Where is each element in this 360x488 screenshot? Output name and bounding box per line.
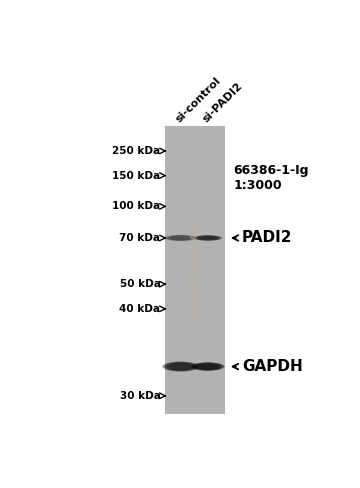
Ellipse shape [195, 236, 221, 241]
Ellipse shape [162, 362, 199, 371]
Ellipse shape [197, 236, 219, 240]
Ellipse shape [167, 363, 194, 371]
Ellipse shape [194, 235, 221, 241]
Ellipse shape [194, 235, 222, 241]
Ellipse shape [165, 362, 197, 371]
Ellipse shape [195, 236, 220, 241]
Text: si-control: si-control [174, 75, 222, 124]
Text: 250 kDa: 250 kDa [112, 146, 161, 156]
Text: 70 kDa: 70 kDa [120, 233, 161, 243]
Text: GAPDH: GAPDH [242, 359, 303, 374]
Ellipse shape [167, 235, 195, 241]
Ellipse shape [192, 363, 223, 370]
Text: 150 kDa: 150 kDa [112, 171, 161, 181]
Ellipse shape [194, 363, 221, 370]
Text: 100 kDa: 100 kDa [112, 202, 161, 211]
Ellipse shape [167, 235, 194, 241]
Ellipse shape [196, 363, 220, 370]
Ellipse shape [194, 363, 222, 370]
Ellipse shape [191, 363, 224, 371]
Ellipse shape [163, 362, 199, 371]
Text: 30 kDa: 30 kDa [120, 391, 161, 401]
Ellipse shape [165, 235, 197, 241]
Text: si-PADI2: si-PADI2 [201, 81, 244, 124]
Ellipse shape [168, 235, 194, 241]
Ellipse shape [191, 362, 225, 371]
Ellipse shape [166, 235, 196, 241]
Ellipse shape [192, 363, 224, 370]
Ellipse shape [164, 362, 197, 371]
Ellipse shape [197, 363, 219, 370]
Ellipse shape [168, 363, 194, 371]
Text: 66386-1-Ig
1:3000: 66386-1-Ig 1:3000 [233, 164, 309, 192]
Ellipse shape [196, 236, 220, 241]
Text: 50 kDa: 50 kDa [120, 279, 161, 289]
Ellipse shape [166, 235, 195, 241]
Ellipse shape [197, 236, 218, 240]
Ellipse shape [195, 363, 220, 370]
Ellipse shape [166, 362, 195, 371]
Ellipse shape [165, 362, 196, 371]
Ellipse shape [197, 236, 219, 240]
Text: WWW.PTGLAB.COM: WWW.PTGLAB.COM [190, 221, 199, 320]
Ellipse shape [193, 363, 222, 370]
Ellipse shape [194, 235, 221, 241]
Ellipse shape [165, 235, 196, 241]
Ellipse shape [193, 235, 222, 241]
Bar [165, 126, 225, 414]
Ellipse shape [163, 362, 198, 371]
Text: PADI2: PADI2 [242, 230, 292, 245]
Text: 40 kDa: 40 kDa [120, 304, 161, 314]
Ellipse shape [195, 363, 221, 370]
Ellipse shape [166, 362, 195, 371]
